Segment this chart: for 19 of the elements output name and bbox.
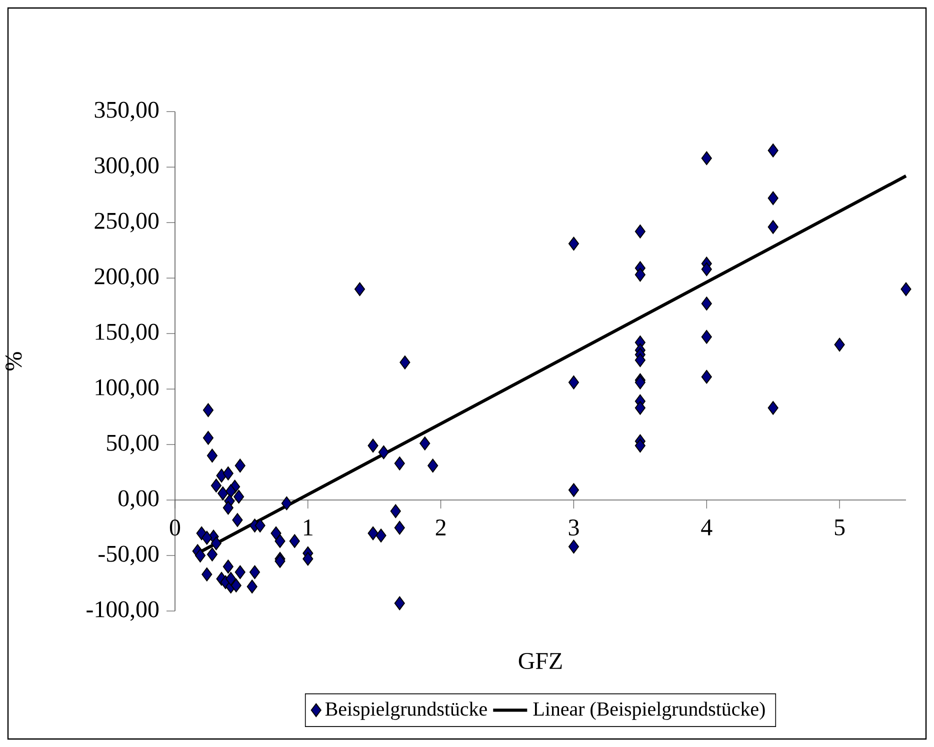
x-tick-label: 1: [304, 520, 312, 536]
legend-label: Linear (Beispielgrundstücke): [533, 702, 765, 720]
x-tick-label: 4: [701, 520, 712, 536]
y-tick-label: 50,00: [107, 434, 159, 454]
y-tick-label: 200,00: [94, 268, 159, 288]
y-tick-label: 300,00: [94, 157, 159, 177]
legend-label: Beispielgrundstücke: [325, 702, 487, 720]
y-tick-label: 150,00: [96, 324, 159, 344]
y-tick-label: 350,00: [94, 102, 159, 122]
x-tick-label: 5: [834, 520, 845, 536]
x-tick-label: 0: [170, 520, 180, 536]
x-tick-label: 2: [436, 520, 446, 536]
y-tick-label: 100,00: [96, 379, 159, 399]
y-tick-label: 0,00: [118, 490, 159, 510]
y-tick-label: -50,00: [98, 546, 159, 566]
y-tick-label: 250,00: [94, 212, 159, 232]
x-tick-label: 3: [568, 520, 579, 536]
y-tick-label: -100,00: [86, 601, 159, 621]
x-axis-title: GFZ: [518, 652, 562, 670]
